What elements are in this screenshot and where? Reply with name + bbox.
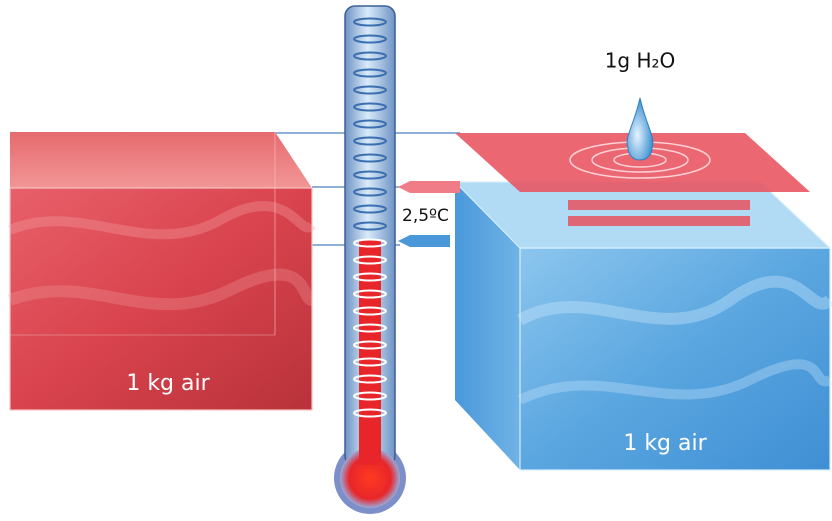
scale-ring [353,408,387,418]
scale-ring [353,255,387,265]
scale-ring [353,323,387,333]
scale-ring [353,272,387,282]
scale-ring [353,221,387,231]
scale-ring [353,102,387,112]
scale-ring [353,34,387,44]
cool-air-label: 1 kg air [623,431,707,456]
warm-air-label: 1 kg air [126,371,210,396]
scale-ring [353,340,387,350]
temperature-label: 2,5ºC [402,206,449,226]
cool-arrow [398,235,450,247]
warm-arrow [398,181,460,193]
scale-ring [353,170,387,180]
warm-air-cube: 1 kg air [7,132,316,411]
water-plate: 1g H₂O [455,49,810,226]
scale-ring [353,238,387,248]
scale-ring [353,51,387,61]
cool-air-cube: 1 kg air [453,181,832,471]
thermometer [334,5,406,514]
scale-ring [353,119,387,129]
scale-ring [353,68,387,78]
scale-ring [353,374,387,384]
scale-ring [353,136,387,146]
scale-ring [353,289,387,299]
scale-ring [353,391,387,401]
scale-ring [353,187,387,197]
scale-ring [353,357,387,367]
scale-ring [353,204,387,214]
water-label: 1g H₂O [605,49,676,73]
scale-ring [353,306,387,316]
scale-ring [353,17,387,27]
scale-ring [353,85,387,95]
scale-ring [353,153,387,163]
